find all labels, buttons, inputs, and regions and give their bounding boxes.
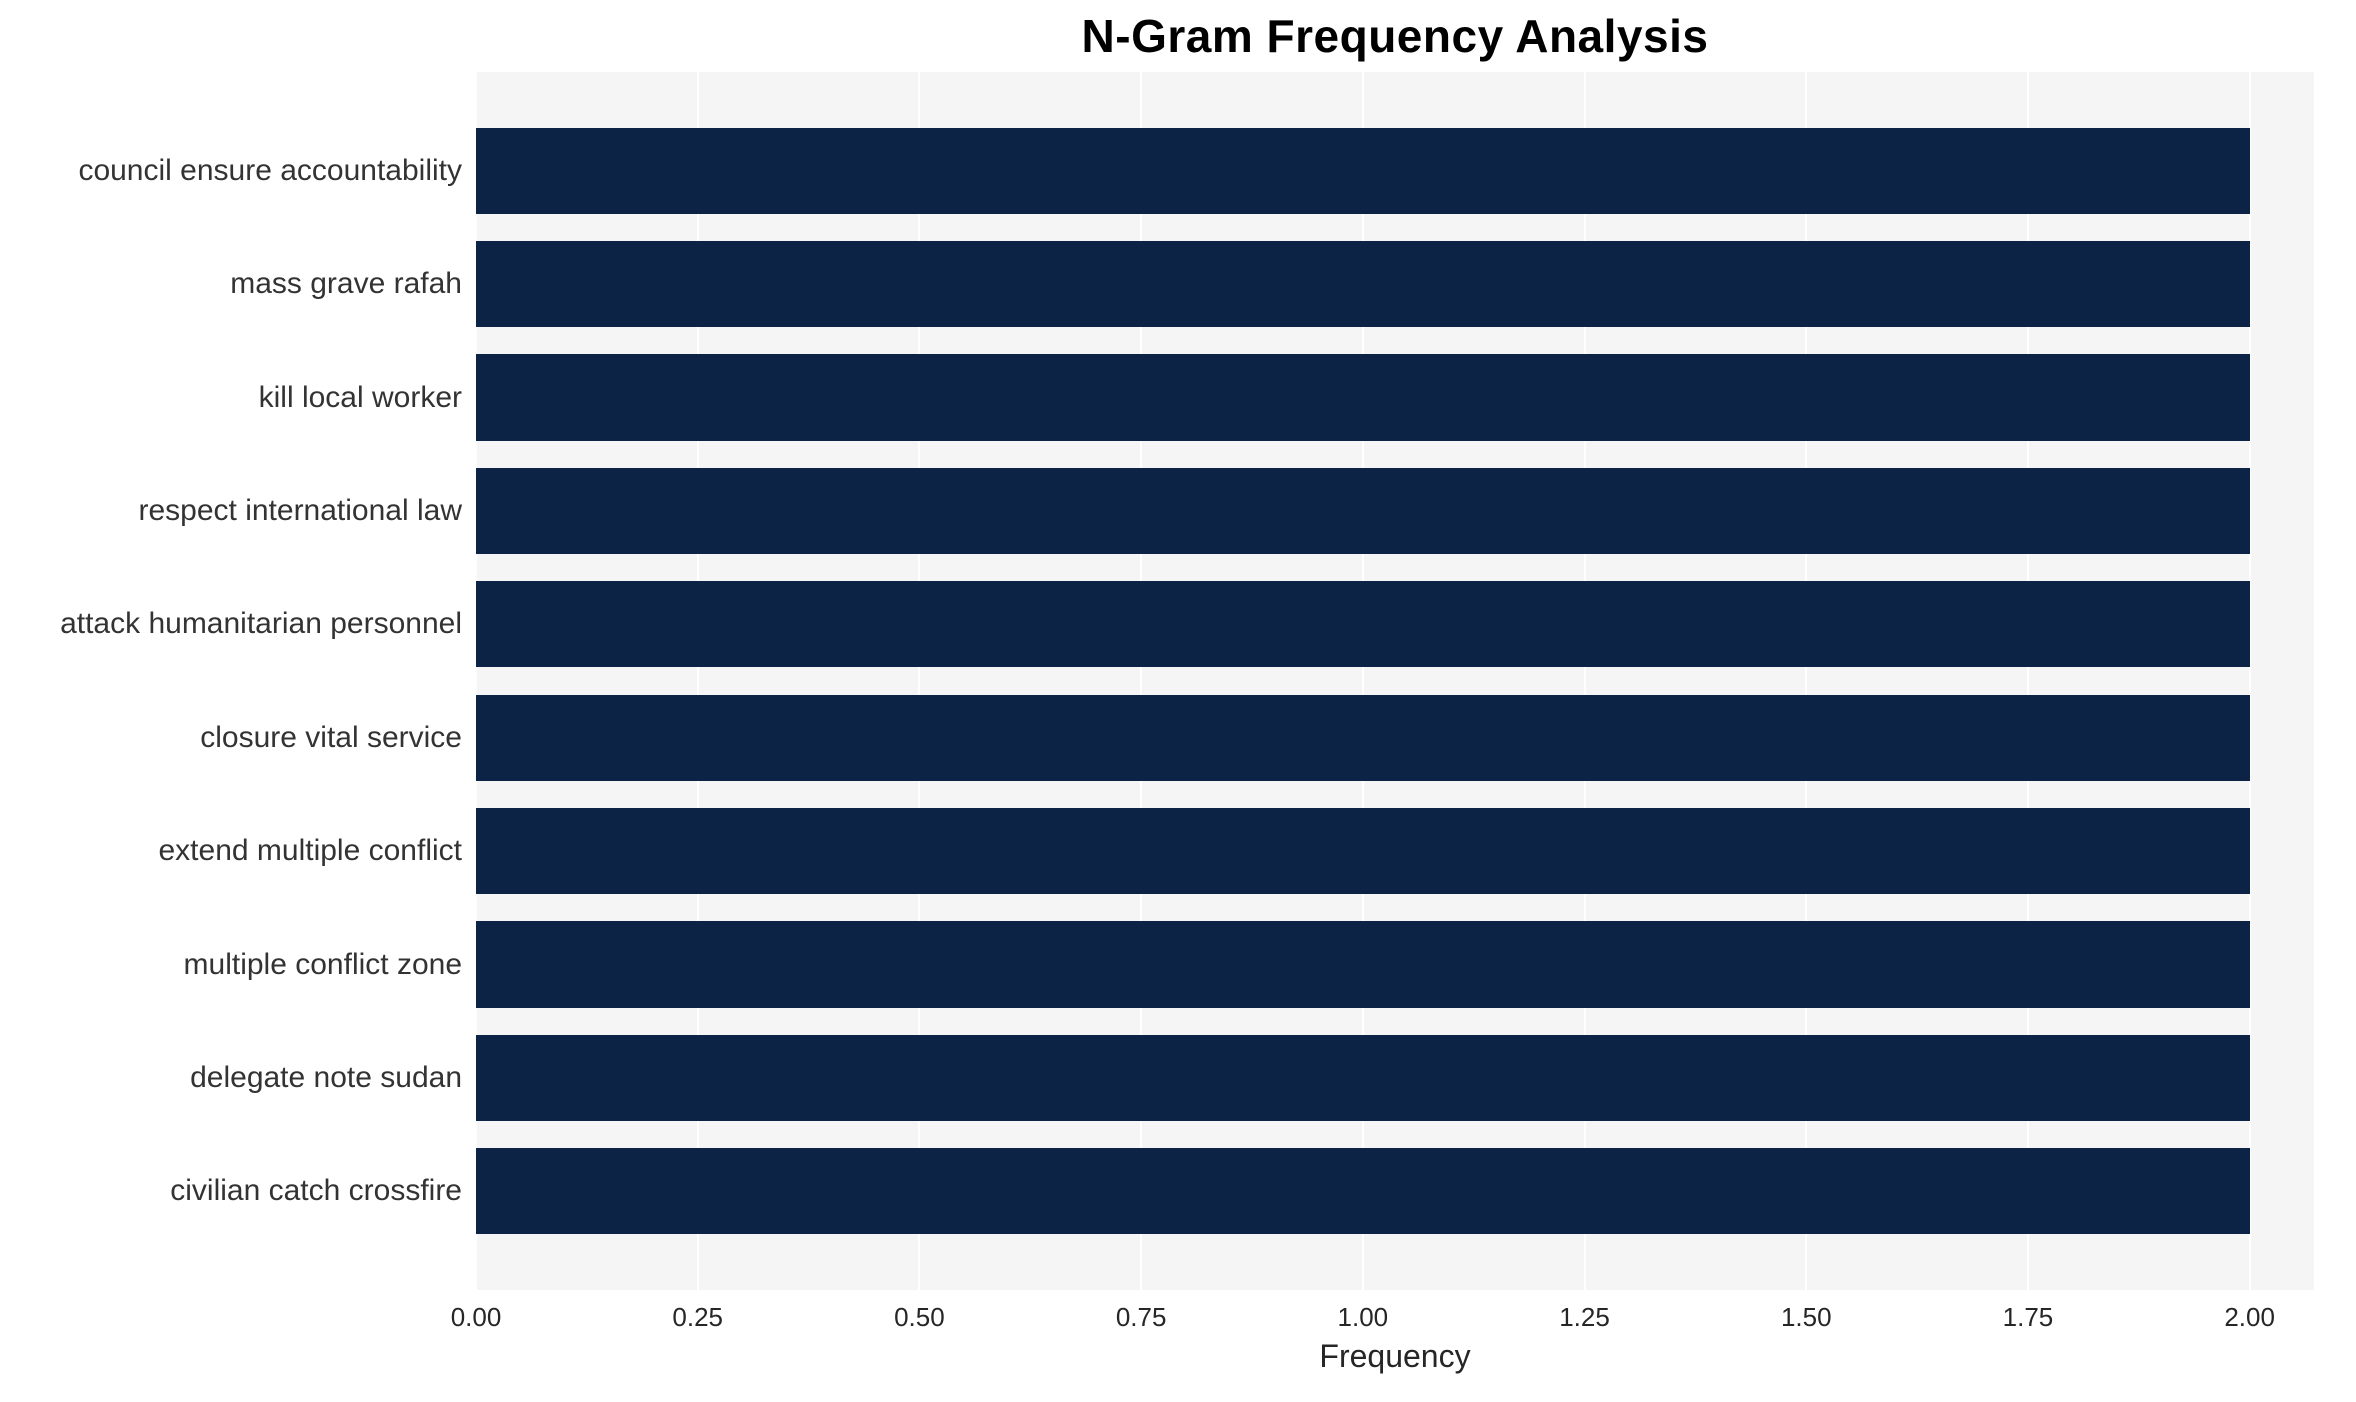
bar bbox=[476, 694, 2250, 781]
bar-row bbox=[476, 681, 2314, 794]
y-axis-label: respect international law bbox=[138, 493, 462, 527]
bar-row bbox=[476, 227, 2314, 340]
x-axis-title: Frequency bbox=[1319, 1338, 1471, 1374]
x-tick-label: 2.00 bbox=[2224, 1302, 2275, 1332]
gridline bbox=[1140, 72, 1143, 1290]
bar bbox=[476, 1034, 2250, 1122]
bar bbox=[476, 581, 2250, 668]
bar-row bbox=[476, 1135, 2314, 1248]
y-axis-label: attack humanitarian personnel bbox=[60, 607, 462, 641]
x-tick-label: 0.75 bbox=[1115, 1302, 1167, 1332]
bar-row bbox=[476, 908, 2314, 1021]
gridline bbox=[696, 72, 699, 1290]
chart-body: council ensure accountability mass grave … bbox=[0, 72, 2314, 1290]
bar-rows bbox=[476, 72, 2314, 1290]
bar-row bbox=[476, 341, 2314, 454]
bar-row bbox=[476, 794, 2314, 907]
bar bbox=[476, 1148, 2250, 1235]
gridline bbox=[475, 72, 477, 1290]
x-tick-label: 1.75 bbox=[2002, 1302, 2054, 1332]
gridline bbox=[1361, 72, 1364, 1290]
y-axis-label: civilian catch crossfire bbox=[170, 1174, 462, 1208]
bar bbox=[476, 808, 2250, 895]
chart-title: N-Gram Frequency Analysis bbox=[1081, 10, 1709, 62]
x-tick-label: 1.00 bbox=[1337, 1302, 1389, 1332]
y-axis-label: delegate note sudan bbox=[190, 1060, 462, 1094]
bar bbox=[476, 127, 2250, 214]
y-axis-label: kill local worker bbox=[258, 380, 462, 414]
y-axis-labels: council ensure accountability mass grave … bbox=[0, 72, 476, 1290]
gridline bbox=[1583, 72, 1586, 1290]
y-axis-label: mass grave rafah bbox=[230, 267, 462, 301]
y-axis-label: closure vital service bbox=[200, 720, 462, 754]
gridline bbox=[2026, 72, 2029, 1290]
gridline bbox=[918, 72, 921, 1290]
y-axis-label: multiple conflict zone bbox=[183, 947, 462, 981]
bar-row bbox=[476, 568, 2314, 681]
y-axis-label: extend multiple conflict bbox=[158, 834, 463, 868]
x-tick-label: 1.25 bbox=[1559, 1302, 1610, 1332]
bar-row bbox=[476, 114, 2314, 227]
x-tick-label: 0.25 bbox=[672, 1302, 724, 1332]
bar bbox=[476, 467, 2250, 555]
bar bbox=[476, 354, 2250, 441]
gridline bbox=[1805, 72, 1808, 1290]
x-tick-label: 0.00 bbox=[450, 1302, 502, 1332]
x-tick-label: 1.50 bbox=[1780, 1302, 1832, 1332]
y-axis-label: council ensure accountability bbox=[78, 153, 462, 187]
bar bbox=[476, 921, 2250, 1008]
gridline bbox=[2248, 72, 2251, 1290]
bar-row bbox=[476, 454, 2314, 567]
bar-row bbox=[476, 1021, 2314, 1134]
x-axis-ticks: 0.00 0.25 0.50 0.75 1.00 1.25 1.50 1.75 2.00 bbox=[451, 1290, 2314, 1338]
x-tick-label: 0.50 bbox=[894, 1302, 945, 1332]
plot-area bbox=[475, 72, 2314, 1290]
bar bbox=[476, 241, 2250, 328]
